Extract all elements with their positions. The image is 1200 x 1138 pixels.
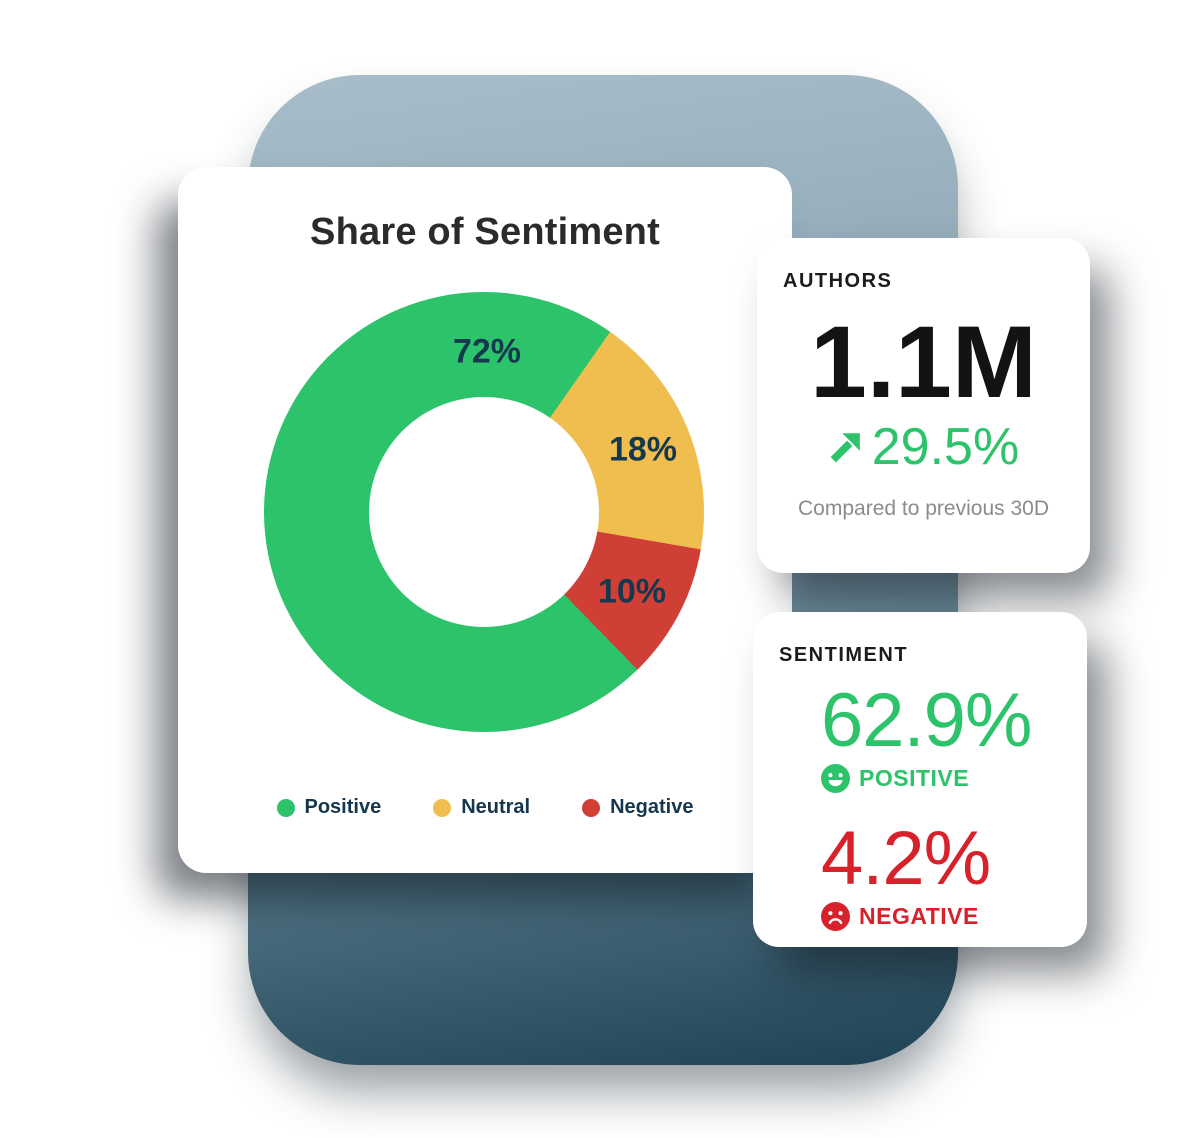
- negative-sentiment-row: NEGATIVE: [821, 902, 1087, 931]
- neutral-dot-icon: [433, 798, 452, 817]
- legend-label-positive: Positive: [304, 796, 382, 818]
- share-of-sentiment-card: Share of Sentiment 72% 18% 10% Positive …: [178, 167, 792, 873]
- slice-label-negative: 10%: [597, 572, 667, 611]
- card-title: Share of Sentiment: [310, 211, 660, 253]
- chart-legend: Positive Neutral Negative: [178, 796, 792, 819]
- positive-sentiment-label: POSITIVE: [859, 765, 970, 791]
- trend-up-arrow-icon: [830, 433, 860, 463]
- positive-sentiment-row: POSITIVE: [821, 764, 1087, 793]
- donut-chart: 72% 18% 10%: [264, 292, 704, 732]
- slice-label-positive: 72%: [452, 332, 522, 371]
- sentiment-card: SENTIMENT 62.9% POSITIVE 4.2%: [753, 612, 1087, 947]
- legend-item-positive: Positive: [276, 796, 382, 819]
- authors-change-row: 29.5%: [757, 421, 1090, 473]
- legend-item-neutral: Neutral: [433, 796, 530, 819]
- legend-label-negative: Negative: [610, 796, 694, 818]
- negative-sentiment-value: 4.2%: [821, 816, 991, 901]
- positive-sentiment-value: 62.9%: [821, 678, 1033, 763]
- authors-comparison-note: Compared to previous 30D: [798, 497, 1049, 520]
- sad-face-icon: [821, 902, 850, 931]
- authors-change-value: 29.5%: [871, 418, 1020, 476]
- negative-sentiment-label: NEGATIVE: [859, 903, 979, 929]
- donut-hole: [369, 397, 599, 627]
- legend-label-neutral: Neutral: [461, 796, 531, 818]
- authors-header: AUTHORS: [783, 270, 893, 292]
- negative-dot-icon: [582, 798, 601, 817]
- legend-item-negative: Negative: [582, 796, 693, 819]
- happy-face-icon: [821, 764, 850, 793]
- slice-label-neutral: 18%: [608, 430, 678, 469]
- positive-dot-icon: [276, 798, 295, 817]
- sentiment-header: SENTIMENT: [779, 644, 909, 666]
- authors-value: 1.1M: [810, 305, 1037, 419]
- authors-card: AUTHORS 1.1M 29.5% Compared to previous …: [757, 238, 1090, 573]
- sentiment-stats: 62.9% POSITIVE 4.2% NEGATIVE: [821, 683, 1087, 931]
